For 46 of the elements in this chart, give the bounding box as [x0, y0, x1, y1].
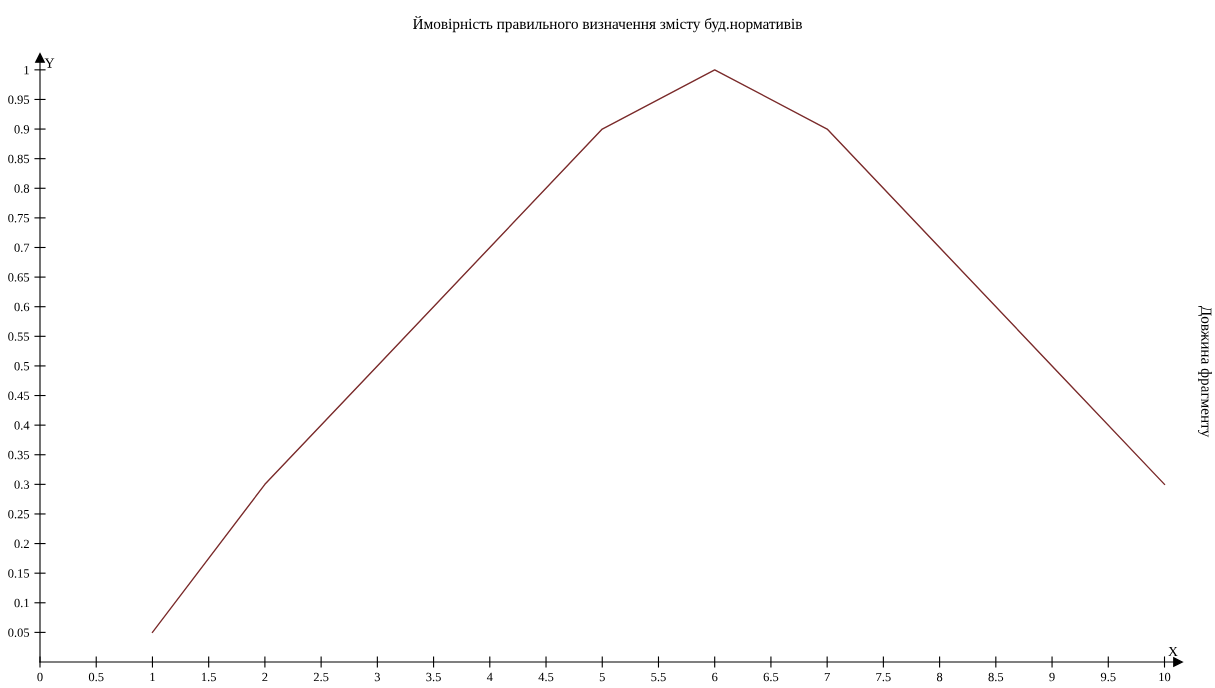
x-tick-label: 4 — [486, 672, 493, 682]
y-tick-label: 0.45 — [8, 391, 30, 401]
y-tick-label: 0.4 — [14, 421, 30, 430]
x-tick-label: 4.5 — [538, 672, 554, 682]
chart-title: Ймовірність правильного визначення змісту буд.нормативів — [412, 15, 802, 33]
x-tick-label: 9 — [1049, 672, 1055, 682]
y-tick-label: 0.95 — [8, 95, 30, 104]
y-axis-title: Y — [44, 58, 55, 68]
y-tick-label: 0.25 — [8, 509, 30, 519]
y-tick-label: 0.1 — [14, 598, 29, 608]
line-series — [151, 69, 1166, 634]
y-tick-label: 0.15 — [8, 569, 30, 578]
y-tick-label: 0.05 — [8, 628, 30, 637]
x-tick-label: 3 — [374, 672, 380, 682]
x-tick-label: 7.5 — [876, 672, 891, 682]
y-tick-label: 0.55 — [8, 332, 30, 341]
y-tick-label: 0.6 — [14, 302, 30, 312]
x-tick-label: 0 — [37, 672, 43, 682]
y-tick-label: 0.3 — [14, 480, 30, 489]
y-tick-label: 0.8 — [14, 184, 30, 193]
x-tick-label: 8.5 — [988, 672, 1004, 682]
x-tick-label: 2.5 — [313, 672, 329, 682]
y-tick-label: 0.35 — [8, 450, 30, 460]
y-tick-label: 0.2 — [14, 539, 29, 549]
x-tick-label: 8 — [936, 672, 943, 682]
y-tick-label: 0.7 — [14, 243, 30, 252]
x-tick-label: 5 — [599, 672, 605, 682]
y-tick-label: 0.85 — [8, 154, 30, 164]
y-tick-label: 0.5 — [14, 361, 30, 371]
x-tick-label: 10 — [1159, 672, 1171, 682]
y-tick-label: 1 — [24, 65, 29, 75]
x-tick-label: 6.5 — [763, 672, 779, 682]
x-tick-label: 0.5 — [88, 672, 104, 682]
x-tick-label: 6 — [712, 672, 718, 682]
y-tick-label: 0.75 — [8, 213, 30, 223]
x-tick-label: 9.5 — [1100, 672, 1116, 682]
x-tick-label: 1 — [150, 672, 155, 682]
x-tick-label: 5.5 — [651, 672, 666, 682]
y-tick-label: 0.65 — [8, 273, 30, 282]
x-tick-label: 7 — [824, 672, 830, 682]
x-tick-label: 3.5 — [426, 672, 441, 682]
x-axis-title: X — [1168, 646, 1178, 657]
text: Довжина фрагменту — [1198, 305, 1212, 438]
x-tick-label: 2 — [262, 672, 268, 682]
x-tick-label: 1.5 — [201, 672, 216, 682]
y-tick-label: 0.9 — [14, 125, 30, 134]
